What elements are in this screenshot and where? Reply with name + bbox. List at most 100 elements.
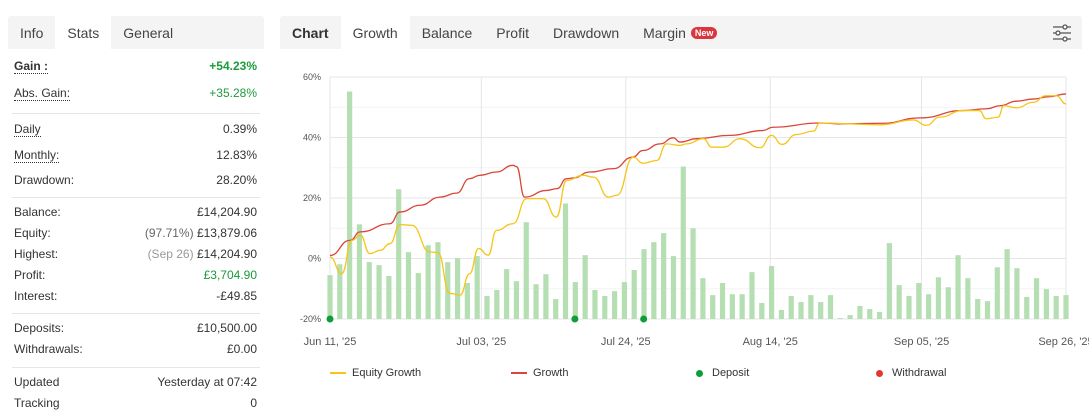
equity-value: £13,879.06 bbox=[196, 226, 257, 240]
profit-bar bbox=[808, 295, 814, 319]
stat-drawdown: Drawdown: 28.20% bbox=[14, 173, 257, 187]
chart-tabs: Chart Growth Balance Profit Drawdown Mar… bbox=[280, 16, 1082, 49]
profit-bar bbox=[533, 284, 539, 319]
profit-bar bbox=[729, 294, 735, 319]
deposit-dot-icon bbox=[696, 369, 703, 377]
profit-bar bbox=[798, 302, 804, 319]
profit-bar bbox=[366, 262, 372, 319]
profit-bar bbox=[847, 315, 853, 319]
interest-label: Interest: bbox=[14, 289, 58, 303]
deposits-value: £10,500.00 bbox=[196, 321, 257, 335]
y-tick-label: -20% bbox=[300, 314, 321, 324]
tab-profit[interactable]: Profit bbox=[496, 24, 529, 41]
withdrawals-value: £0.00 bbox=[226, 342, 257, 356]
daily-label[interactable]: Daily bbox=[14, 122, 41, 137]
gain-label[interactable]: Gain : bbox=[14, 59, 49, 74]
legend-label: Equity Growth bbox=[352, 367, 422, 379]
y-tick-label: 20% bbox=[303, 193, 321, 203]
profit-bar bbox=[347, 91, 353, 319]
profit-bar bbox=[484, 296, 490, 319]
equity-percent: (97.71%) bbox=[144, 226, 194, 240]
stat-interest: Interest: -£49.85 bbox=[14, 289, 257, 303]
stat-updated: Updated Yesterday at 07:42 bbox=[14, 375, 257, 389]
x-tick-label: Jul 03, '25 bbox=[456, 336, 506, 348]
profit-bar bbox=[651, 242, 657, 319]
profit-bar bbox=[415, 273, 421, 319]
divider bbox=[12, 367, 260, 368]
tab-stats[interactable]: Stats bbox=[55, 16, 112, 49]
x-tick-label: Sep 26, '25 bbox=[1038, 336, 1089, 348]
new-badge: New bbox=[690, 26, 718, 39]
profit-bar bbox=[710, 295, 716, 319]
balance-value: £14,204.90 bbox=[196, 205, 257, 219]
profit-bar bbox=[788, 296, 794, 319]
monthly-label[interactable]: Monthly: bbox=[14, 148, 60, 163]
x-tick-label: Jun 11, '25 bbox=[304, 336, 357, 348]
updated-label: Updated bbox=[14, 375, 60, 389]
stat-withdrawals: Withdrawals: £0.00 bbox=[14, 342, 257, 356]
stat-gain: Gain : +54.23% bbox=[14, 59, 257, 74]
profit-bar bbox=[778, 309, 785, 319]
tab-margin[interactable]: Margin New bbox=[631, 16, 729, 49]
profit-bar bbox=[1033, 278, 1040, 319]
deposit-marker bbox=[640, 315, 648, 323]
profit-bar bbox=[690, 228, 696, 319]
tracking-value: 0 bbox=[250, 396, 257, 410]
profit-bar bbox=[641, 249, 647, 319]
stat-deposits: Deposits: £10,500.00 bbox=[14, 321, 257, 335]
deposit-marker bbox=[571, 315, 579, 323]
profit-bar bbox=[769, 266, 775, 319]
profit-bar bbox=[916, 283, 922, 319]
abs-gain-value: +35.28% bbox=[209, 86, 257, 100]
tab-general[interactable]: General bbox=[123, 24, 174, 41]
profit-bar bbox=[1063, 295, 1069, 319]
profit-bar bbox=[867, 309, 873, 319]
monthly-value: 12.83% bbox=[216, 148, 257, 162]
stat-balance: Balance: £14,204.90 bbox=[14, 205, 257, 219]
profit-bar bbox=[327, 275, 333, 319]
profit-bar bbox=[1053, 296, 1059, 319]
x-tick-label: Aug 14, '25 bbox=[743, 336, 798, 348]
tab-growth[interactable]: Growth bbox=[340, 16, 410, 49]
profit-bar bbox=[1014, 268, 1020, 319]
legend-equity-growth[interactable]: Equity Growth bbox=[330, 367, 421, 379]
legend-growth[interactable]: Growth bbox=[511, 367, 568, 379]
profit-bar bbox=[886, 243, 892, 319]
profit-bar bbox=[337, 264, 343, 319]
abs-gain-label[interactable]: Abs. Gain: bbox=[14, 86, 71, 101]
profit-bar bbox=[818, 302, 824, 319]
profit-bar bbox=[965, 278, 971, 319]
settings-sliders-icon[interactable] bbox=[1052, 23, 1072, 43]
legend-withdrawal[interactable]: Withdrawal bbox=[876, 367, 946, 379]
tab-balance[interactable]: Balance bbox=[421, 24, 473, 41]
profit-bar bbox=[464, 283, 470, 319]
growth-chart: 60% 40% 20% 0% -20% Jun 11, '25 Jul 03, '25 Jul… bbox=[300, 72, 1089, 348]
profit-bar bbox=[435, 242, 441, 319]
balance-label: Balance: bbox=[14, 205, 61, 219]
tab-drawdown[interactable]: Drawdown bbox=[552, 24, 620, 41]
y-tick-label: 0% bbox=[308, 254, 321, 264]
profit-bar bbox=[896, 285, 902, 319]
profit-bar bbox=[661, 233, 667, 319]
tab-info[interactable]: Info bbox=[20, 24, 44, 41]
daily-value: 0.39% bbox=[222, 122, 257, 136]
profit-bar bbox=[994, 267, 1000, 319]
profit-bar bbox=[425, 245, 431, 319]
drawdown-value: 28.20% bbox=[216, 173, 257, 187]
profit-bar bbox=[582, 255, 588, 319]
profit-bar bbox=[504, 269, 510, 319]
stat-daily: Daily 0.39% bbox=[14, 122, 257, 137]
x-tick-label: Jul 24, '25 bbox=[601, 336, 651, 348]
deposits-label: Deposits: bbox=[14, 321, 65, 335]
profit-bar bbox=[700, 278, 706, 319]
x-tick-label: Sep 05, '25 bbox=[894, 336, 949, 348]
profit-bar bbox=[572, 282, 578, 319]
deposit-marker bbox=[326, 315, 334, 323]
profit-bar bbox=[719, 283, 726, 319]
profit-bar bbox=[356, 224, 363, 319]
legend-deposit[interactable]: Deposit bbox=[696, 367, 749, 379]
divider bbox=[12, 197, 260, 198]
profit-bar bbox=[553, 299, 559, 319]
profit-bar bbox=[759, 302, 765, 319]
profit-bar bbox=[935, 277, 942, 319]
